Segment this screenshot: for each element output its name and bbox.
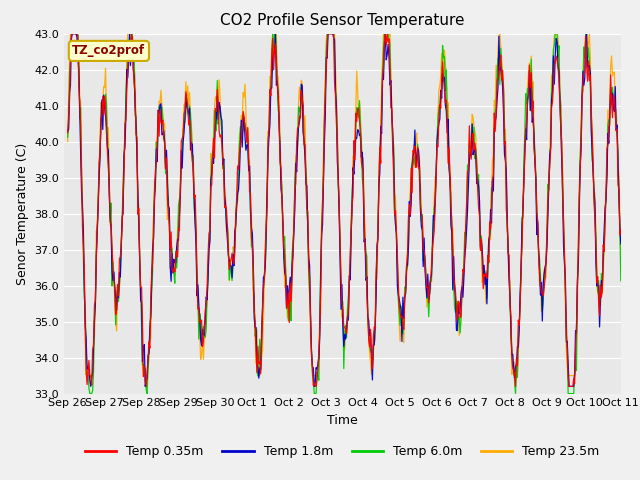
Text: TZ_co2prof: TZ_co2prof — [72, 44, 145, 58]
X-axis label: Time: Time — [327, 414, 358, 427]
Legend: Temp 0.35m, Temp 1.8m, Temp 6.0m, Temp 23.5m: Temp 0.35m, Temp 1.8m, Temp 6.0m, Temp 2… — [80, 440, 605, 463]
Title: CO2 Profile Sensor Temperature: CO2 Profile Sensor Temperature — [220, 13, 465, 28]
Y-axis label: Senor Temperature (C): Senor Temperature (C) — [16, 143, 29, 285]
